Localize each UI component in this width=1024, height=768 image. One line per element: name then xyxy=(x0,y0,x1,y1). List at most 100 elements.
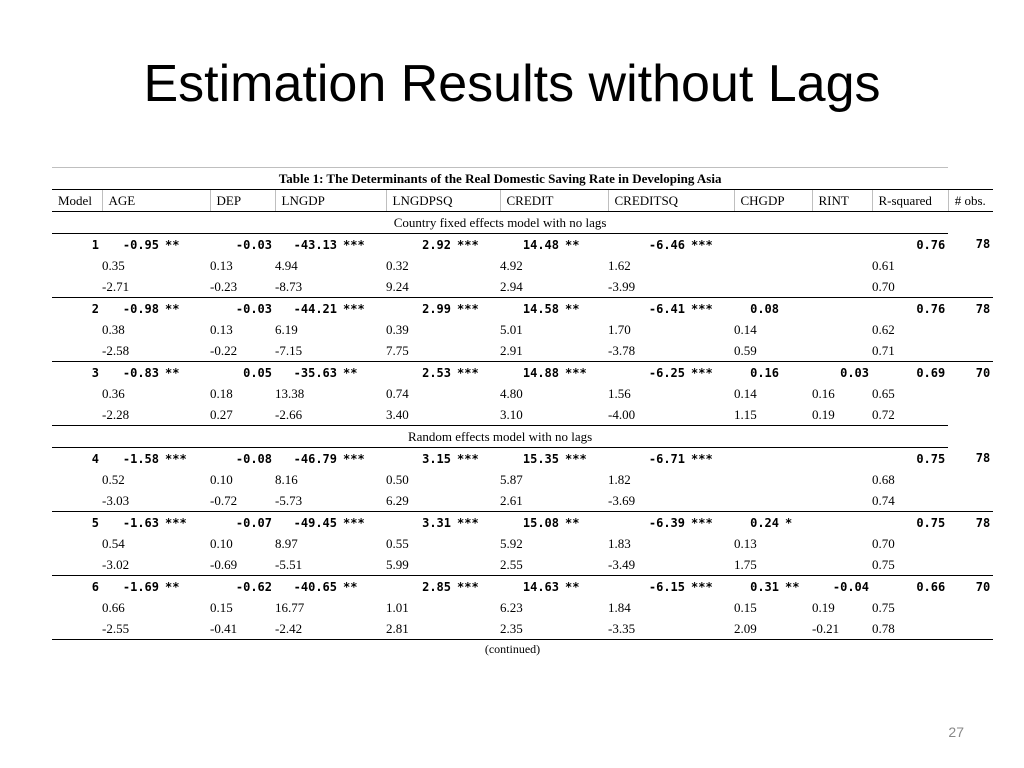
results-table: Table 1: The Determinants of the Real Do… xyxy=(52,167,994,640)
t-stat-cell: 0.72 xyxy=(872,406,895,422)
t-stat-cell xyxy=(812,554,872,576)
t-stat-cell xyxy=(812,490,872,512)
t-stat-cell: -3.69 xyxy=(608,492,636,508)
empty-cell xyxy=(52,319,102,340)
model-number: 2 xyxy=(52,297,102,319)
coef-cell: 3.15 xyxy=(422,451,451,466)
t-stat-cell: 2.55 xyxy=(500,556,523,572)
t-stat-cell: 3.40 xyxy=(386,406,409,422)
empty-cell xyxy=(52,490,102,512)
coef-cell: *** xyxy=(688,361,734,383)
coef-cell: -1.63 xyxy=(102,511,162,533)
coef-cell: -46.79 xyxy=(293,451,337,466)
empty-cell xyxy=(52,597,102,618)
coef-cell: *** xyxy=(165,451,187,466)
coef-cell: 15.35 xyxy=(522,451,559,466)
t-stat-cell: -0.41 xyxy=(210,618,275,640)
section-header-row: Random effects model with no lags xyxy=(52,425,993,448)
t-stat-cell: -0.23 xyxy=(210,278,238,294)
empty-cell xyxy=(52,554,102,576)
coef-cell: 0.75 xyxy=(916,451,946,466)
column-header-age: AGE xyxy=(101,189,210,212)
t-stat-cell: 0.27 xyxy=(210,406,233,422)
t-stat-cell: -2.28 xyxy=(102,406,130,422)
coef-cell xyxy=(812,297,872,319)
std-error-cell: 0.19 xyxy=(812,599,835,615)
coef-cell: -1.69 xyxy=(102,575,162,597)
model-row-std-error: 0.66 0.15 16.77 1.01 6.23 1.84 0.15 0.19 0.75 xyxy=(52,597,993,618)
coef-cell: *** xyxy=(454,297,500,319)
model-number: 3 xyxy=(52,361,102,383)
model-row-coefficients: 4 -1.58 *** -0.08 -46.79 *** 3.15 *** 15.35 *** -6… xyxy=(52,448,993,470)
empty-cell xyxy=(52,404,102,426)
empty-cell xyxy=(948,490,993,512)
std-error-cell: 4.94 xyxy=(275,257,298,273)
std-error-cell: 0.10 xyxy=(210,535,233,551)
coef-cell: 14.48 xyxy=(522,237,559,252)
t-stat-cell: -0.69 xyxy=(210,556,238,572)
coef-cell: ** xyxy=(562,575,608,597)
model-row-t-stat: -3.02 -0.69 -5.51 5.99 2.55 -3.49 1.75 0.75 xyxy=(52,554,993,576)
t-stat-cell: 7.75 xyxy=(386,342,409,358)
t-stat-cell: -2.71 xyxy=(102,278,130,294)
coef-cell: 70 xyxy=(948,575,994,597)
empty-cell xyxy=(948,255,993,276)
t-stat-cell: -3.35 xyxy=(608,618,734,640)
coef-cell: *** xyxy=(691,451,713,466)
coef-cell: 0.16 xyxy=(734,361,782,383)
coef-cell: 2.53 xyxy=(386,361,454,383)
coef-cell: 78 xyxy=(948,297,994,319)
std-error-cell: 4.80 xyxy=(500,385,523,401)
coef-cell: 70 xyxy=(948,361,994,383)
coef-cell: -6.39 xyxy=(608,511,688,533)
model-row-std-error: 0.54 0.10 8.97 0.55 5.92 1.83 0.13 0.70 xyxy=(52,533,993,554)
std-error-cell: 4.92 xyxy=(500,257,523,273)
std-error-cell: 0.16 xyxy=(812,385,835,401)
coef-cell: 2.99 xyxy=(386,297,454,319)
empty-cell xyxy=(52,533,102,554)
empty-cell xyxy=(948,554,993,576)
coef-cell: -0.98 xyxy=(102,297,162,319)
coef-cell: *** xyxy=(454,511,500,533)
coef-cell: *** xyxy=(562,361,608,383)
t-stat-cell: 2.61 xyxy=(500,492,523,508)
std-error-cell: 0.54 xyxy=(102,535,125,551)
coef-cell xyxy=(782,448,812,470)
coef-cell: -0.83 xyxy=(102,361,162,383)
model-row-coefficients: 6 -1.69 ** -0.62 -40.65 ** 2.85 *** 14.63 ** -6.15… xyxy=(52,575,994,597)
std-error-cell: 16.77 xyxy=(275,599,305,615)
t-stat-cell: 0.74 xyxy=(872,492,895,508)
empty-cell xyxy=(52,618,102,640)
std-error-cell: 8.16 xyxy=(275,471,298,487)
coef-cell: 0.76 xyxy=(916,237,946,252)
t-stat-cell: -8.73 xyxy=(275,278,303,294)
coef-cell: *** xyxy=(454,575,500,597)
coef-cell: ** xyxy=(340,361,386,383)
std-error-cell: 0.38 xyxy=(102,321,125,337)
coef-cell: *** xyxy=(340,297,386,319)
coef-cell: 14.88 xyxy=(500,361,562,383)
model-row-coefficients: 3 -0.83 ** 0.05 -35.63 ** 2.53 *** 14.88 *** -6.25… xyxy=(52,361,994,383)
coef-cell: 0.03 xyxy=(812,361,872,383)
empty-cell xyxy=(948,533,993,554)
std-error-cell: 0.13 xyxy=(210,321,233,337)
coef-cell: -6.15 xyxy=(608,575,688,597)
std-error-cell: 0.68 xyxy=(872,471,895,487)
std-error-cell: 0.50 xyxy=(386,471,409,487)
t-stat-cell: -0.21 xyxy=(812,618,872,640)
section-label: Country fixed effects model with no lags xyxy=(52,211,949,234)
table-header-row: Model AGE DEP LNGDP LNGDPSQ CREDIT CREDITSQ CHG… xyxy=(52,189,994,212)
coef-cell: *** xyxy=(457,237,479,252)
coef-cell: 14.58 xyxy=(500,297,562,319)
model-row-std-error: 0.38 0.13 6.19 0.39 5.01 1.70 0.14 0.62 xyxy=(52,319,993,340)
t-stat-cell: -3.03 xyxy=(102,492,130,508)
t-stat-cell: 1.75 xyxy=(734,556,757,572)
t-stat-cell: 0.70 xyxy=(872,278,895,294)
t-stat-cell: -4.00 xyxy=(608,406,636,422)
coef-cell: -0.04 xyxy=(812,575,872,597)
coef-cell: *** xyxy=(688,511,734,533)
coef-cell: ** xyxy=(565,237,580,252)
t-stat-cell: -5.73 xyxy=(275,492,303,508)
coef-cell xyxy=(812,511,872,533)
coef-cell: *** xyxy=(457,451,479,466)
